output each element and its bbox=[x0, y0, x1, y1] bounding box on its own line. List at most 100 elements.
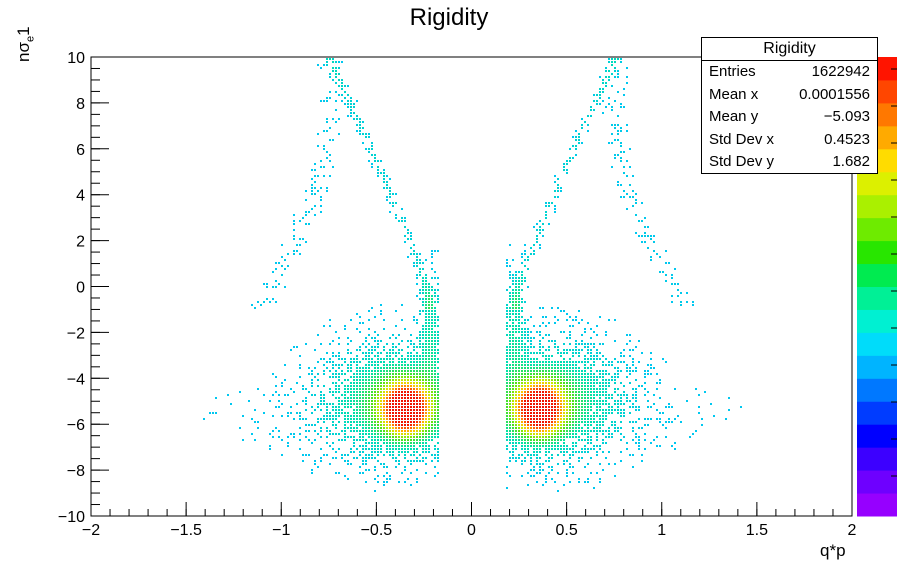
heatmap-cell bbox=[419, 382, 421, 384]
heatmap-cell bbox=[515, 313, 517, 315]
heatmap-cell bbox=[410, 367, 412, 369]
heatmap-cell bbox=[437, 325, 439, 327]
heatmap-cell bbox=[413, 415, 415, 417]
heatmap-cell bbox=[560, 382, 562, 384]
heatmap-cell bbox=[506, 262, 508, 264]
heatmap-cell bbox=[542, 382, 544, 384]
heatmap-cell bbox=[350, 97, 352, 99]
heatmap-cell bbox=[530, 382, 532, 384]
heatmap-cell bbox=[599, 421, 601, 423]
heatmap-cell bbox=[413, 262, 415, 264]
heatmap-cell bbox=[572, 394, 574, 396]
heatmap-cell bbox=[416, 379, 418, 381]
heatmap-cell bbox=[536, 382, 538, 384]
heatmap-cell bbox=[662, 358, 664, 360]
heatmap-cell bbox=[506, 364, 508, 366]
heatmap-cell bbox=[317, 64, 319, 66]
heatmap-cell bbox=[515, 286, 517, 288]
heatmap-cell bbox=[530, 352, 532, 354]
heatmap-cell bbox=[566, 472, 568, 474]
heatmap-cell bbox=[656, 409, 658, 411]
heatmap-cell bbox=[365, 418, 367, 420]
heatmap-cell bbox=[638, 442, 640, 444]
heatmap-cell bbox=[632, 403, 634, 405]
heatmap-cell bbox=[557, 190, 559, 192]
heatmap-cell bbox=[554, 367, 556, 369]
heatmap-cell bbox=[554, 427, 556, 429]
heatmap-cell bbox=[512, 451, 514, 453]
heatmap-cell bbox=[554, 445, 556, 447]
heatmap-cell bbox=[581, 379, 583, 381]
heatmap-cell bbox=[341, 373, 343, 375]
heatmap-cell bbox=[416, 421, 418, 423]
heatmap-cell bbox=[650, 238, 652, 240]
heatmap-cell bbox=[395, 310, 397, 312]
heatmap-cell bbox=[368, 349, 370, 351]
heatmap-cell bbox=[521, 439, 523, 441]
heatmap-cell bbox=[665, 421, 667, 423]
heatmap-cell bbox=[599, 316, 601, 318]
heatmap-cell bbox=[626, 394, 628, 396]
heatmap-cell bbox=[383, 463, 385, 465]
heatmap-cell bbox=[545, 394, 547, 396]
heatmap-cell bbox=[530, 430, 532, 432]
heatmap-cell bbox=[368, 364, 370, 366]
heatmap-cell bbox=[653, 403, 655, 405]
heatmap-cell bbox=[611, 73, 613, 75]
heatmap-cell bbox=[527, 403, 529, 405]
heatmap-cell bbox=[569, 349, 571, 351]
heatmap-cell bbox=[569, 400, 571, 402]
heatmap-cell bbox=[551, 373, 553, 375]
heatmap-cell bbox=[518, 403, 520, 405]
heatmap-cell bbox=[536, 406, 538, 408]
heatmap-cell bbox=[410, 400, 412, 402]
heatmap-cell bbox=[677, 415, 679, 417]
heatmap-cell bbox=[323, 421, 325, 423]
heatmap-cell bbox=[593, 430, 595, 432]
heatmap-cell bbox=[527, 373, 529, 375]
heatmap-cell bbox=[524, 385, 526, 387]
heatmap-cell bbox=[395, 379, 397, 381]
heatmap-cell bbox=[341, 61, 343, 63]
heatmap-cell bbox=[635, 400, 637, 402]
heatmap-cell bbox=[512, 415, 514, 417]
heatmap-cell bbox=[437, 316, 439, 318]
heatmap-cell bbox=[515, 436, 517, 438]
heatmap-cell bbox=[407, 388, 409, 390]
heatmap-cell bbox=[518, 313, 520, 315]
heatmap-cell bbox=[398, 454, 400, 456]
heatmap-cell bbox=[554, 481, 556, 483]
heatmap-cell bbox=[509, 424, 511, 426]
heatmap-cell bbox=[590, 382, 592, 384]
heatmap-cell bbox=[365, 352, 367, 354]
heatmap-cell bbox=[368, 388, 370, 390]
heatmap-cell bbox=[593, 448, 595, 450]
heatmap-cell bbox=[338, 343, 340, 345]
heatmap-cell bbox=[626, 67, 628, 69]
heatmap-cell bbox=[368, 373, 370, 375]
heatmap-cell bbox=[344, 400, 346, 402]
heatmap-cell bbox=[620, 400, 622, 402]
colorbar-segment bbox=[857, 493, 897, 517]
heatmap-cell bbox=[575, 370, 577, 372]
heatmap-cell bbox=[647, 373, 649, 375]
heatmap-cell bbox=[419, 385, 421, 387]
heatmap-cell bbox=[416, 274, 418, 276]
heatmap-cell bbox=[371, 454, 373, 456]
heatmap-cell bbox=[437, 343, 439, 345]
heatmap-cell bbox=[509, 286, 511, 288]
heatmap-cell bbox=[425, 331, 427, 333]
heatmap-cell bbox=[572, 352, 574, 354]
heatmap-cell bbox=[551, 397, 553, 399]
heatmap-cell bbox=[374, 421, 376, 423]
heatmap-cell bbox=[506, 487, 508, 489]
heatmap-cell bbox=[305, 418, 307, 420]
heatmap-cell bbox=[593, 331, 595, 333]
heatmap-cell bbox=[587, 349, 589, 351]
heatmap-cell bbox=[587, 373, 589, 375]
heatmap-cell bbox=[557, 433, 559, 435]
heatmap-cell bbox=[389, 451, 391, 453]
heatmap-cell bbox=[518, 352, 520, 354]
heatmap-cell bbox=[635, 409, 637, 411]
